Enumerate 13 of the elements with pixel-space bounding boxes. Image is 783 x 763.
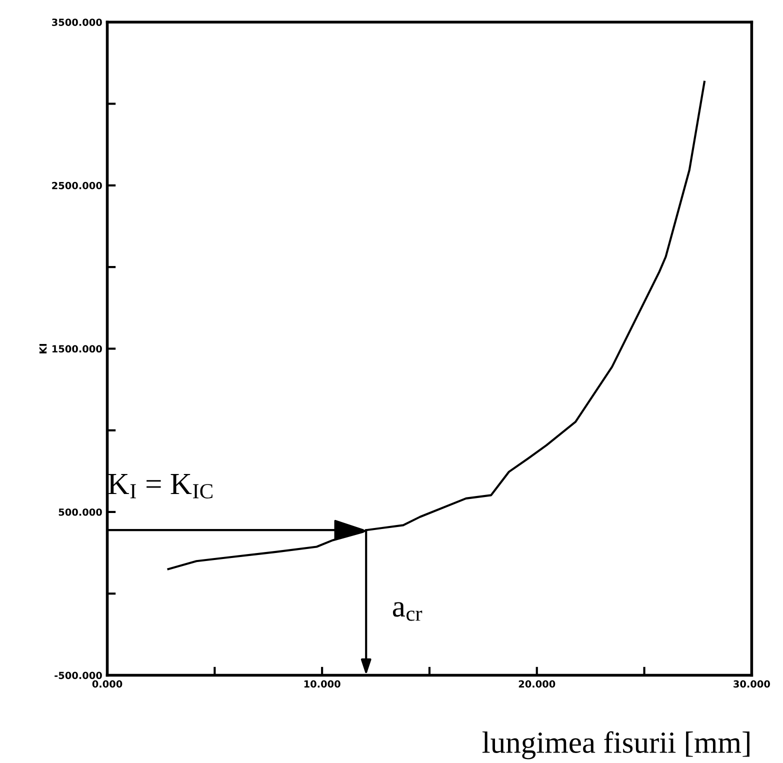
annotation: K$_{I}$ = K$_{IC}$	[108, 474, 212, 498]
y-tick-label: 3500.000	[52, 18, 102, 26]
y-tick-label: 1500.000	[52, 345, 102, 353]
x-tick-label: 10.000	[304, 680, 340, 688]
y-tick-label: -500.000	[54, 672, 102, 680]
x-tick-label: 20.000	[518, 680, 556, 688]
y-tick-label: 2500.000	[52, 182, 102, 190]
x-tick-label: 30.000	[734, 680, 770, 688]
x-tick-label: 0.000	[92, 680, 122, 688]
y-tick-label: 500.000	[58, 508, 102, 516]
x-axis-title: lungimea fisurii [mm]	[482, 731, 750, 760]
annotation: a$_{cr}$	[392, 602, 422, 621]
y-axis-title: KI	[39, 344, 47, 354]
